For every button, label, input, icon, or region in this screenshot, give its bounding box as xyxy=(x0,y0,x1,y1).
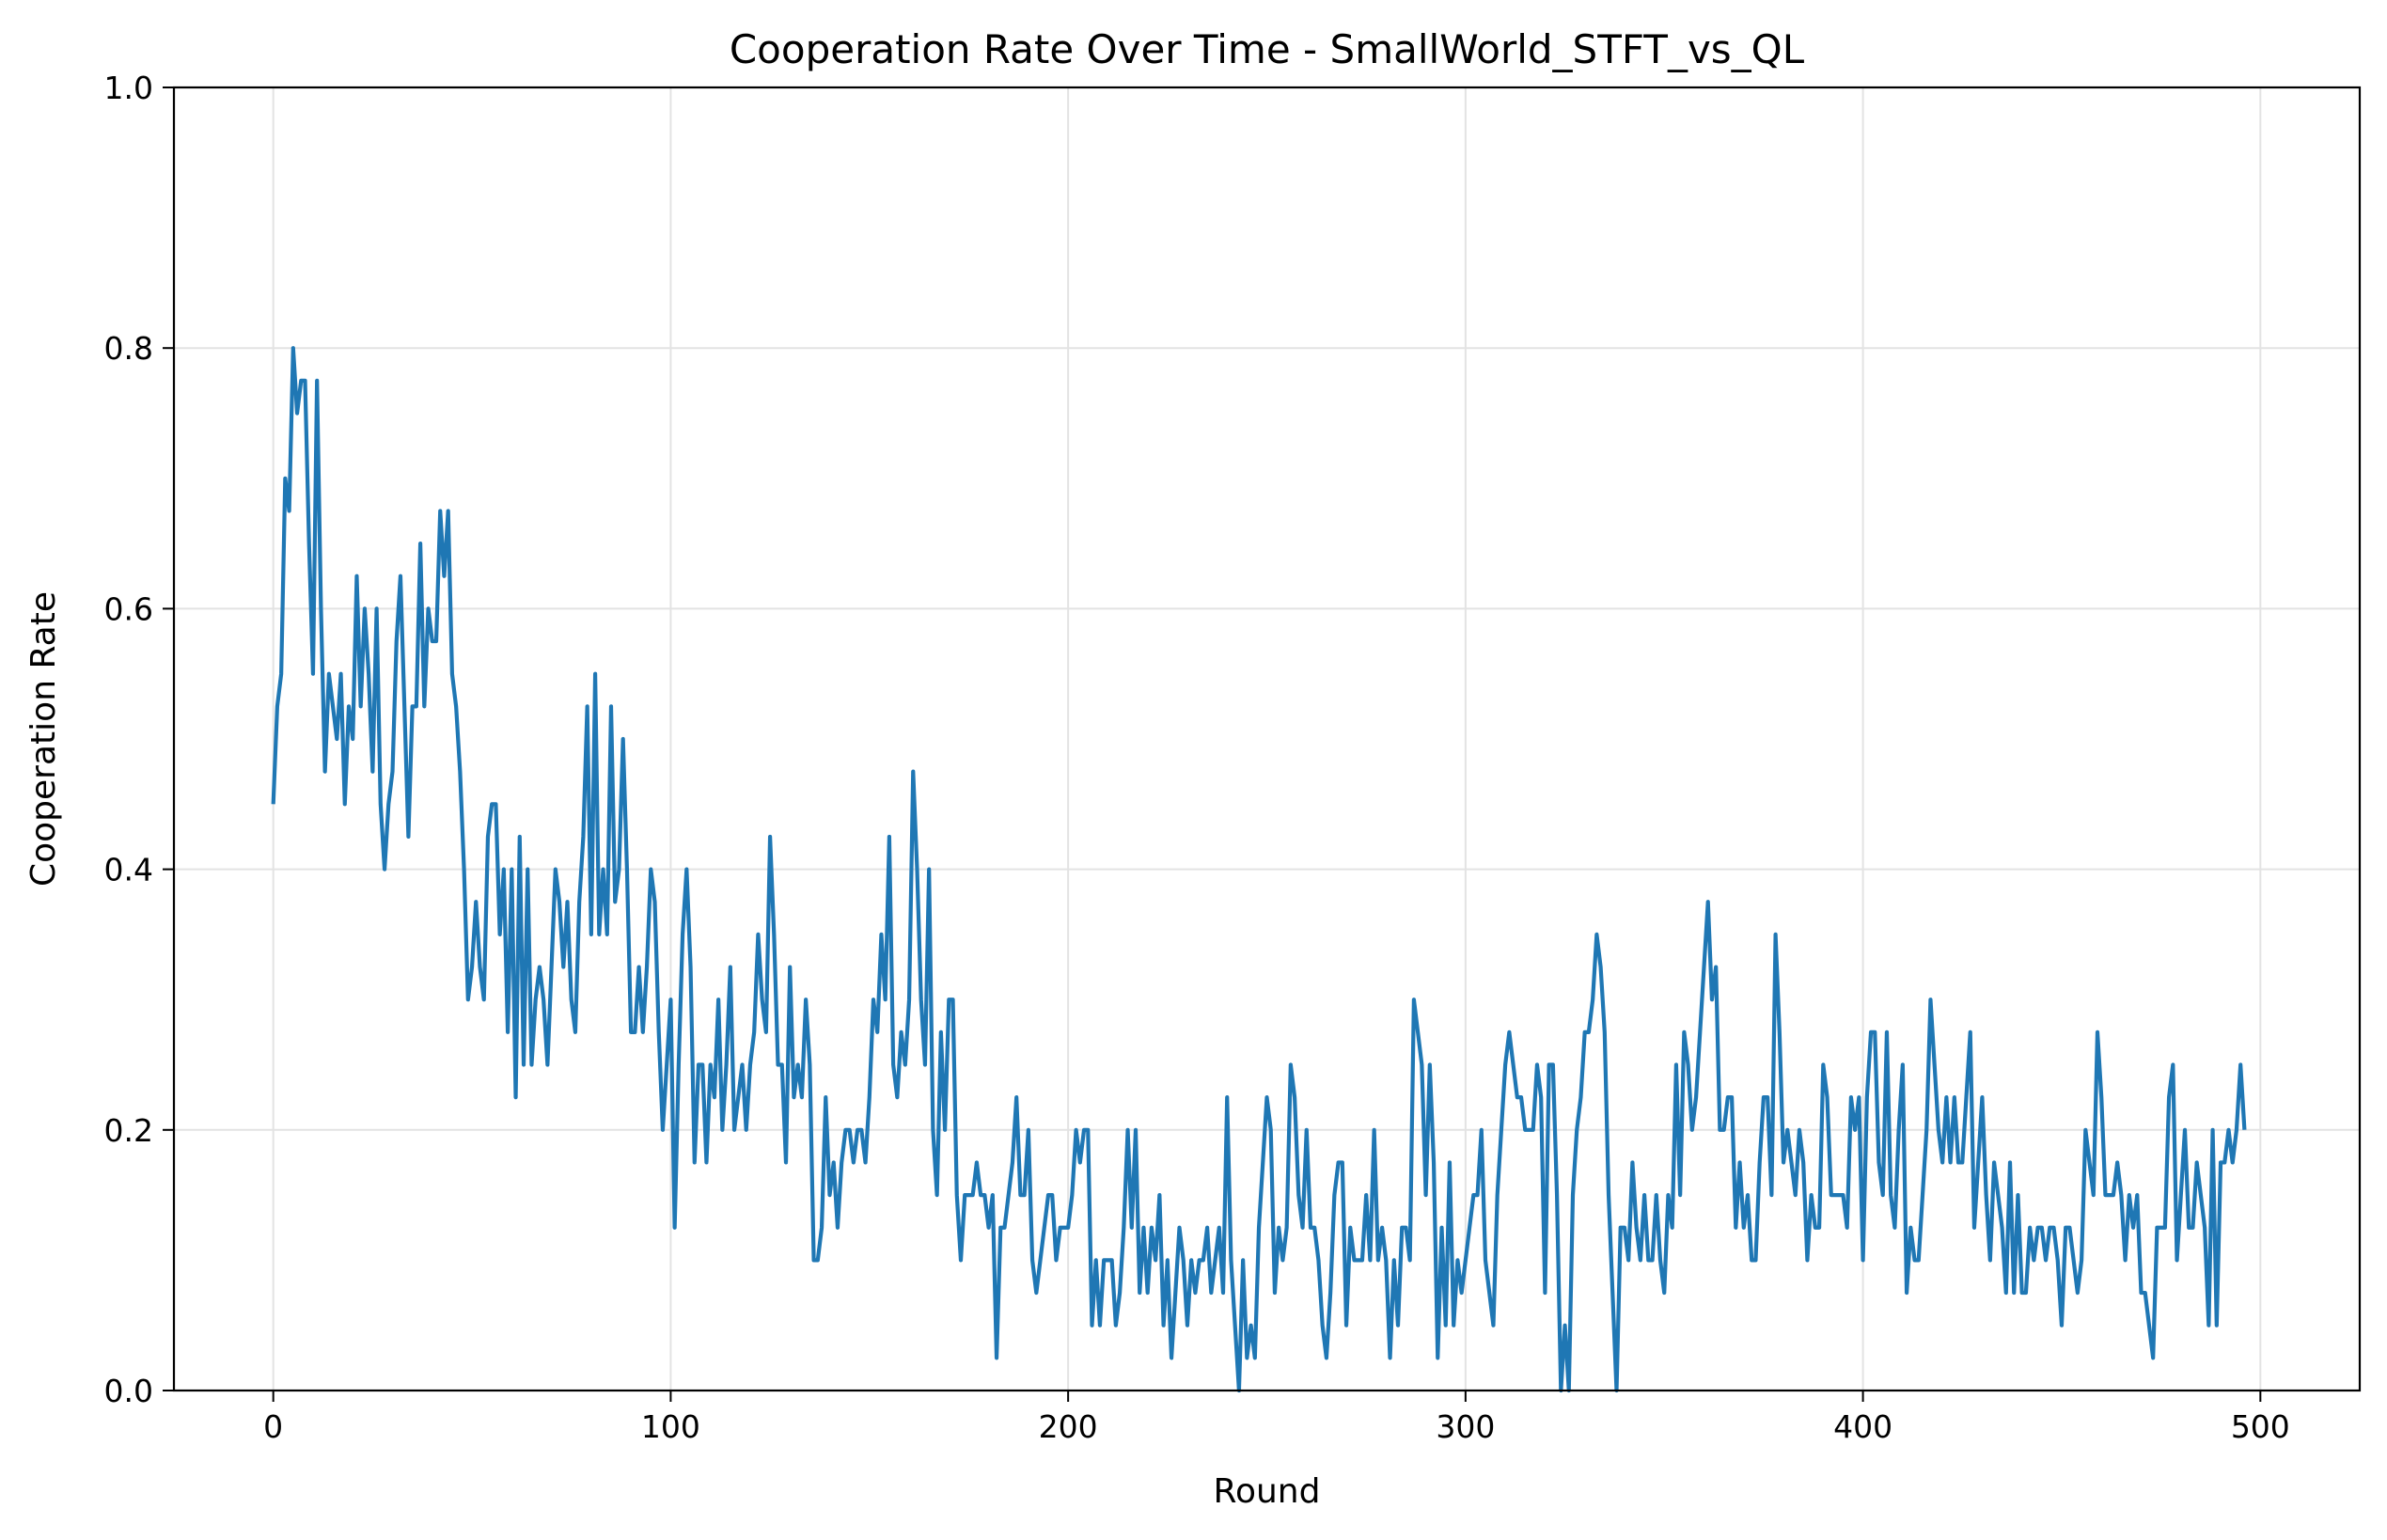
x-axis-label: Round xyxy=(1214,1472,1321,1511)
x-tick-label: 500 xyxy=(2231,1408,2290,1445)
y-tick-label: 0.8 xyxy=(104,330,153,367)
y-tick-label: 1.0 xyxy=(104,70,153,106)
y-tick-label: 0.6 xyxy=(104,590,153,627)
x-tick-label: 200 xyxy=(1039,1408,1098,1445)
y-axis-label: Cooperation Rate xyxy=(24,591,63,887)
x-tick-label: 100 xyxy=(641,1408,700,1445)
x-tick-label: 0 xyxy=(263,1408,283,1445)
x-tick-label: 300 xyxy=(1436,1408,1495,1445)
y-tick-label: 0.0 xyxy=(104,1373,153,1409)
y-tick-label: 0.2 xyxy=(104,1112,153,1149)
chart-title: Cooperation Rate Over Time - SmallWorld_… xyxy=(730,26,1805,72)
y-tick-label: 0.4 xyxy=(104,852,153,888)
x-tick-label: 400 xyxy=(1833,1408,1892,1445)
